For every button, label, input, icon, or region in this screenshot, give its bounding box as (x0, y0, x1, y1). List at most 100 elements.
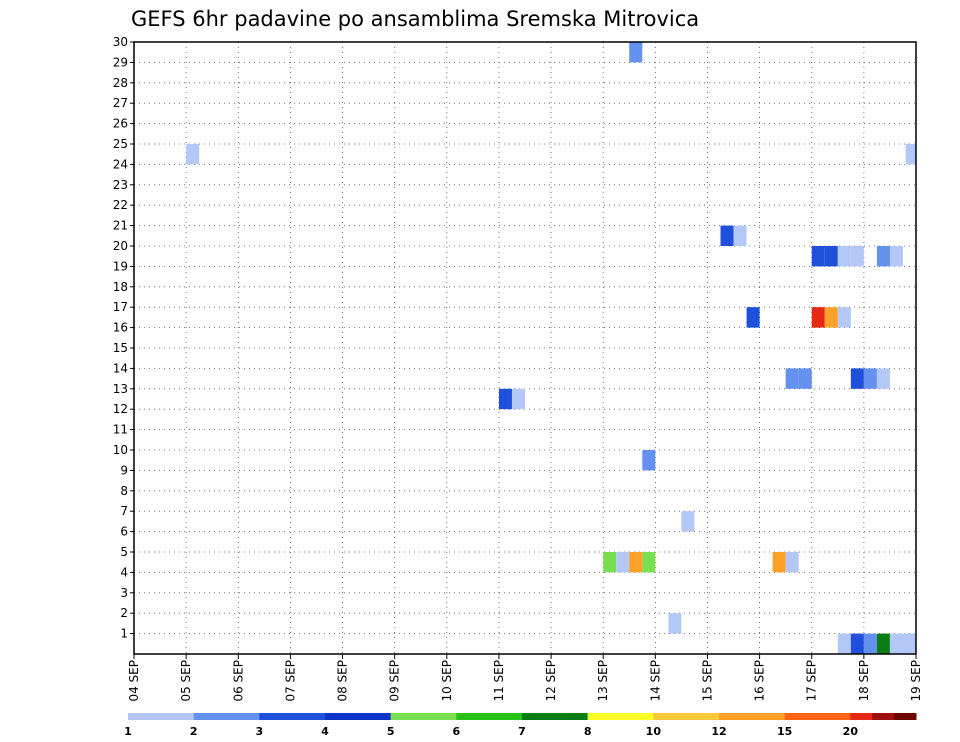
y-tick-label: 24 (113, 157, 128, 171)
colorbar-label: 12 (711, 725, 726, 738)
data-cell (850, 633, 864, 654)
chart-title: GEFS 6hr padavine po ansamblima Sremska … (131, 7, 699, 31)
colorbar-label: 5 (387, 725, 395, 738)
colorbar-label: 10 (646, 725, 662, 738)
y-tick-label: 1 (120, 627, 128, 641)
colorbar-label: 7 (518, 725, 526, 738)
y-tick-label: 4 (120, 565, 128, 579)
colorbar-swatch (456, 713, 523, 720)
y-tick-label: 8 (120, 484, 128, 498)
colorbar-label: 6 (453, 725, 461, 738)
y-tick-label: 7 (120, 504, 128, 518)
x-tick-label: 08 SEP (336, 660, 350, 702)
colorbar-swatch (325, 713, 392, 720)
y-tick-label: 21 (113, 219, 128, 233)
y-tick-label: 30 (113, 35, 128, 49)
y-axis: 1234567891011121314151617181920212223242… (113, 35, 134, 641)
colorbar-label: 8 (584, 725, 592, 738)
data-cell (824, 246, 838, 267)
data-cell (850, 246, 864, 267)
x-tick-label: 15 SEP (700, 660, 714, 702)
data-cell (629, 42, 643, 63)
y-tick-label: 29 (113, 55, 128, 69)
colorbar-swatch (193, 713, 260, 720)
colorbar: 1 2 3 4 5 6 7 8 10 12 15 20 (124, 713, 917, 738)
x-tick-label: 06 SEP (231, 660, 245, 702)
colorbar-label: 15 (777, 725, 792, 738)
data-cell (811, 246, 825, 267)
x-tick-label: 10 SEP (440, 660, 454, 702)
x-tick-label: 07 SEP (283, 660, 297, 702)
y-tick-label: 25 (113, 137, 128, 151)
data-cell (876, 246, 890, 267)
data-cell (905, 144, 916, 165)
data-cell (498, 388, 512, 410)
colorbar-swatch (522, 713, 589, 720)
data-cell (863, 368, 877, 389)
y-tick-label: 15 (113, 341, 128, 355)
data-cell (642, 552, 656, 573)
colorbar-swatch (653, 713, 720, 720)
data-cell (720, 225, 734, 246)
x-tick-label: 16 SEP (753, 660, 767, 702)
x-tick-label: 12 SEP (544, 660, 558, 702)
data-cell (746, 307, 760, 328)
colorbar-swatch (784, 713, 851, 720)
data-cell (837, 633, 851, 654)
data-cell (681, 511, 695, 532)
x-tick-label: 13 SEP (596, 660, 610, 702)
data-cell (811, 307, 825, 328)
x-tick-label: 18 SEP (857, 660, 871, 702)
data-cell (511, 388, 525, 410)
data-cell (863, 633, 877, 654)
y-tick-label: 26 (113, 117, 128, 131)
y-tick-label: 17 (113, 300, 128, 314)
data-cell (772, 552, 786, 573)
x-tick-label: 04 SEP (127, 660, 141, 702)
data-cell (733, 225, 747, 246)
colorbar-swatch (850, 713, 873, 720)
y-tick-label: 20 (113, 239, 128, 253)
y-tick-label: 28 (113, 76, 128, 90)
data-cell (902, 633, 916, 654)
y-tick-label: 9 (120, 463, 128, 477)
data-cell (889, 246, 903, 267)
colorbar-label: 4 (321, 725, 329, 738)
data-cell (668, 613, 682, 634)
colorbar-label: 2 (190, 725, 198, 738)
data-cell (629, 552, 643, 573)
y-tick-label: 12 (113, 402, 128, 416)
y-tick-label: 13 (113, 382, 128, 396)
colorbar-label: 3 (256, 725, 264, 738)
colorbar-swatch (128, 713, 195, 720)
y-tick-label: 6 (120, 525, 128, 539)
grid-lines (133, 41, 917, 654)
data-cell (837, 307, 851, 328)
y-tick-label: 27 (113, 96, 128, 110)
y-tick-label: 11 (113, 423, 128, 437)
data-cell (616, 552, 630, 573)
colorbar-swatch (719, 713, 786, 720)
data-cell (824, 307, 838, 328)
x-tick-label: 17 SEP (805, 660, 819, 702)
data-cell (603, 552, 617, 573)
data-cell (785, 368, 799, 389)
colorbar-label: 1 (124, 725, 132, 738)
data-cell (876, 368, 890, 389)
colorbar-swatch (587, 713, 654, 720)
colorbar-swatch (259, 713, 326, 720)
y-tick-label: 3 (120, 586, 128, 600)
y-tick-label: 5 (120, 545, 128, 559)
y-tick-label: 23 (113, 178, 128, 192)
data-cell (850, 368, 864, 389)
x-axis: 04 SEP 05 SEP 06 SEP 07 SEP 08 SEP 09 SEP 10 S… (127, 654, 923, 702)
y-tick-label: 16 (113, 321, 128, 335)
y-tick-label: 19 (113, 259, 128, 273)
data-cell (785, 552, 799, 573)
data-cells (186, 42, 916, 654)
x-tick-label: 19 SEP (909, 660, 923, 702)
x-tick-label: 14 SEP (648, 660, 662, 702)
colorbar-swatch (390, 713, 457, 720)
colorbar-swatch (894, 713, 917, 720)
colorbar-label: 20 (843, 725, 859, 738)
